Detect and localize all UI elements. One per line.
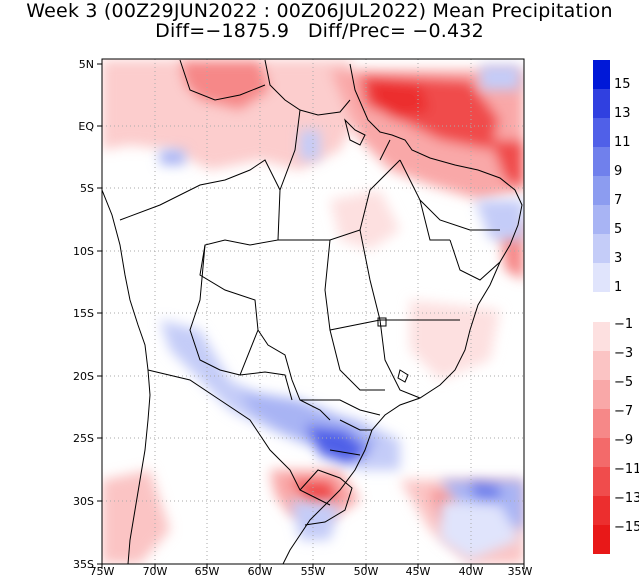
colorbar-label: −9 [614, 433, 633, 448]
colorbar-swatch [593, 263, 610, 292]
lat-label: 5N [79, 58, 94, 71]
graticule [102, 59, 524, 564]
colorbar-swatch [593, 234, 610, 263]
colorbar-swatch [593, 496, 610, 525]
colorbar-swatch [593, 525, 610, 554]
lat-label: 20S [73, 370, 94, 383]
colorbar-label: 9 [614, 164, 622, 179]
lat-label: 5S [80, 182, 94, 195]
colorbar-label: −13 [614, 491, 639, 506]
colorbar-label: 11 [614, 135, 631, 150]
colorbar-swatch [593, 380, 610, 409]
lon-label: 75W [90, 565, 115, 576]
figure-title: Week 3 (00Z29JUN2022 : 00Z06JUL2022) Mea… [26, 0, 613, 22]
colorbar-label: 7 [614, 193, 622, 208]
colorbar-label: −1 [614, 317, 633, 332]
longitude-labels: 75W 70W 65W 60W 55W 50W 45W 40W 35W [90, 565, 533, 576]
colorbar-swatch [593, 351, 610, 380]
colorbar-swatch [593, 118, 610, 147]
lon-label: 35W [508, 565, 533, 576]
figure-subtitle: Diff=−1875.9 Diff/Prec= −0.432 [155, 20, 484, 42]
colorbar-label: 13 [614, 106, 631, 121]
lon-label: 40W [459, 565, 484, 576]
colorbar-label: −11 [614, 462, 639, 477]
colorbar-label: −3 [614, 346, 633, 361]
colorbar-swatch [593, 467, 610, 496]
colorbar-label: 15 [614, 77, 631, 92]
lon-label: 70W [143, 565, 168, 576]
colorbar-label: −7 [614, 404, 633, 419]
colorbar-swatch [593, 89, 610, 118]
lat-label: 10S [73, 245, 94, 258]
lon-label: 60W [248, 565, 273, 576]
lon-label: 55W [301, 565, 326, 576]
colorbar-swatch [593, 205, 610, 234]
colorbar-label: 5 [614, 222, 622, 237]
lat-label: 30S [73, 495, 94, 508]
lat-label: 35S [73, 558, 94, 571]
colorbar-swatch [593, 438, 610, 467]
colorbar-swatch [593, 409, 610, 438]
lat-label: 15S [73, 307, 94, 320]
latitude-labels: 5N EQ 5S 10S 15S 20S 25S 30S 35S [73, 58, 94, 571]
colorbar-swatch [593, 60, 610, 89]
lon-label: 50W [354, 565, 379, 576]
colorbar-swatch [593, 176, 610, 205]
lon-label: 65W [195, 565, 220, 576]
colorbar-swatch [593, 147, 610, 176]
colorbar-label: −5 [614, 375, 633, 390]
colorbar: 15 13 11 9 7 5 3 1 −1 −3 −5 −7 −9 −11 −13 −15 [593, 60, 639, 554]
country-borders [102, 59, 523, 564]
lon-label: 45W [406, 565, 431, 576]
colorbar-label: 1 [614, 280, 622, 295]
colorbar-swatch [593, 322, 610, 351]
lat-label: 25S [73, 432, 94, 445]
colorbar-label: 3 [614, 251, 622, 266]
lat-label: EQ [78, 120, 94, 133]
colorbar-label: −15 [614, 520, 639, 535]
